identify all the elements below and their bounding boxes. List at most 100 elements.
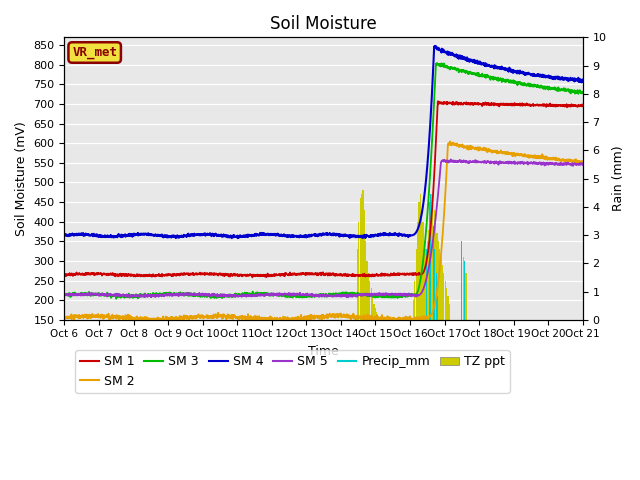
SM 1: [564, 104, 572, 109]
Bar: [426, 249, 427, 320]
Bar: [432, 202, 433, 320]
Bar: [368, 273, 369, 320]
Bar: [439, 249, 440, 320]
SM 3: [433, 60, 441, 66]
SM 5: [61, 292, 68, 298]
Bar: [437, 296, 438, 320]
Bar: [360, 198, 361, 320]
SM 1: [299, 270, 307, 276]
SM 2: [313, 314, 321, 320]
SM 4: [469, 59, 477, 65]
SM 1: [313, 272, 321, 278]
Bar: [440, 257, 442, 320]
Line: SM 5: SM 5: [65, 159, 583, 297]
Bar: [371, 288, 372, 320]
Bar: [362, 190, 364, 320]
SM 1: [579, 102, 587, 108]
Bar: [419, 202, 420, 320]
SM 5: [299, 291, 307, 297]
Bar: [464, 261, 465, 320]
Bar: [428, 229, 429, 320]
SM 1: [469, 102, 477, 108]
SM 1: [434, 98, 442, 104]
SM 2: [579, 159, 587, 165]
Bar: [358, 222, 360, 320]
SM 4: [431, 43, 438, 49]
Bar: [433, 210, 435, 320]
Line: SM 4: SM 4: [65, 46, 583, 238]
SM 5: [87, 291, 95, 297]
SM 4: [228, 235, 236, 241]
Bar: [445, 280, 446, 320]
SM 2: [87, 313, 95, 319]
Bar: [422, 222, 424, 320]
Bar: [365, 241, 366, 320]
SM 2: [61, 313, 68, 319]
Bar: [425, 288, 426, 320]
Bar: [361, 194, 362, 320]
SM 1: [564, 103, 572, 108]
Bar: [378, 316, 379, 320]
Bar: [432, 210, 433, 320]
SM 4: [579, 78, 587, 84]
SM 3: [87, 291, 95, 297]
Bar: [461, 249, 462, 320]
Bar: [372, 296, 373, 320]
Bar: [447, 296, 449, 320]
Bar: [427, 241, 428, 320]
SM 3: [113, 296, 120, 301]
Bar: [446, 288, 447, 320]
SM 1: [61, 272, 68, 278]
SM 4: [564, 77, 572, 83]
Line: SM 3: SM 3: [65, 63, 583, 299]
Bar: [420, 194, 421, 320]
Line: SM 1: SM 1: [65, 101, 583, 277]
Bar: [357, 249, 358, 320]
Title: Soil Moisture: Soil Moisture: [270, 15, 377, 33]
Bar: [431, 194, 432, 320]
Bar: [464, 265, 465, 320]
SM 5: [343, 294, 351, 300]
Bar: [373, 304, 374, 320]
SM 2: [564, 156, 572, 162]
Bar: [430, 194, 431, 320]
SM 4: [87, 232, 95, 238]
Bar: [433, 226, 434, 320]
Text: VR_met: VR_met: [72, 46, 117, 59]
Bar: [367, 261, 368, 320]
SM 2: [299, 316, 307, 322]
SM 3: [469, 71, 477, 77]
Line: SM 2: SM 2: [65, 142, 583, 323]
Bar: [465, 273, 467, 320]
Y-axis label: Soil Moisture (mV): Soil Moisture (mV): [15, 121, 28, 236]
Bar: [436, 233, 438, 320]
SM 5: [564, 161, 572, 167]
SM 4: [299, 233, 307, 239]
Bar: [463, 257, 464, 320]
SM 4: [61, 232, 68, 238]
SM 3: [564, 87, 572, 93]
Bar: [442, 265, 443, 320]
Bar: [415, 249, 417, 320]
Bar: [369, 280, 371, 320]
SM 2: [446, 139, 454, 144]
Bar: [461, 241, 462, 320]
Legend: SM 1, SM 2, SM 3, SM 4, SM 5, Precip_mm, TZ ppt: SM 1, SM 2, SM 3, SM 4, SM 5, Precip_mm,…: [75, 350, 510, 393]
SM 3: [579, 90, 587, 96]
SM 5: [579, 162, 587, 168]
Y-axis label: Rain (mm): Rain (mm): [612, 146, 625, 211]
X-axis label: Time: Time: [308, 345, 339, 358]
SM 1: [87, 270, 95, 276]
SM 1: [248, 275, 256, 280]
SM 3: [313, 292, 321, 298]
SM 3: [61, 292, 68, 298]
SM 5: [447, 156, 454, 162]
Bar: [413, 300, 414, 320]
Bar: [375, 308, 376, 320]
SM 3: [564, 87, 572, 93]
SM 5: [312, 292, 320, 298]
Bar: [421, 210, 422, 320]
SM 4: [564, 78, 572, 84]
Bar: [429, 210, 431, 320]
SM 5: [469, 158, 477, 164]
